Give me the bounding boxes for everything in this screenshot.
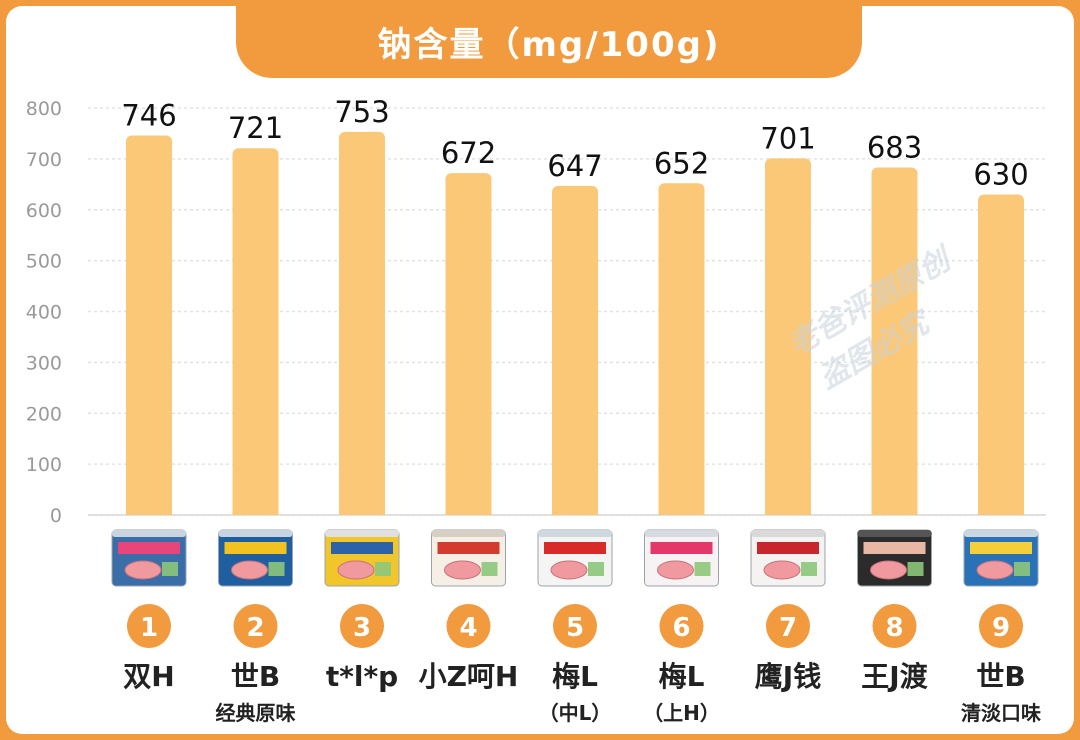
y-tick-label: 400 <box>26 302 62 324</box>
bar-base-7 <box>765 507 811 515</box>
title-banner: 钠含量（mg/100g) <box>236 6 862 78</box>
category-label-9: 世B <box>976 660 1025 693</box>
category-label-4: 小Z呵H <box>419 660 519 693</box>
bar-4 <box>445 173 492 515</box>
rank-number: 6 <box>672 613 690 643</box>
product-can-white-red-image <box>537 529 613 587</box>
rank-number: 4 <box>459 613 477 643</box>
rank-number: 8 <box>885 613 903 643</box>
value-label-4: 672 <box>441 136 496 170</box>
rank-number: 7 <box>779 613 797 643</box>
rank-badge-6: 6 <box>659 604 704 648</box>
rank-badge-4: 4 <box>446 604 491 648</box>
category-sublabel-2: 经典原味 <box>216 701 296 725</box>
y-tick-label: 500 <box>26 251 62 273</box>
bar-1 <box>126 135 172 515</box>
bar-8 <box>871 167 918 515</box>
value-label-3: 753 <box>334 95 389 129</box>
y-tick-label: 0 <box>50 505 62 527</box>
product-can-blue-yellow-image <box>218 529 293 587</box>
category-label-2: 世B <box>231 660 280 693</box>
category-label-6: 梅L <box>659 660 705 693</box>
chart-frame: 0 100 200 300 400 500 600 700 800 746 721 753 672 64… <box>6 6 1074 734</box>
rank-badge-8: 8 <box>872 604 917 648</box>
value-label-7: 701 <box>760 121 815 155</box>
rank-badge-7: 7 <box>766 604 810 648</box>
y-tick-label: 200 <box>26 403 62 425</box>
category-label-3: t*l*p <box>326 660 398 693</box>
category-sublabel-5: （中L） <box>539 701 612 725</box>
product-box-black-image <box>857 529 932 587</box>
category-label-1: 双H <box>123 660 174 693</box>
bar-7 <box>765 158 811 515</box>
rank-number: 3 <box>353 613 371 643</box>
rank-badge-5: 5 <box>553 604 597 648</box>
product-can-blue-yellow-light-image <box>963 529 1039 587</box>
category-sublabel-9: 清淡口味 <box>961 701 1041 725</box>
value-label-5: 647 <box>547 149 602 183</box>
rank-number: 1 <box>140 613 158 643</box>
bar-5 <box>552 185 598 515</box>
product-can-white-pink-image <box>644 529 719 587</box>
value-label-8: 683 <box>867 131 922 165</box>
bar-base-9 <box>978 507 1024 515</box>
value-label-9: 630 <box>973 157 1028 191</box>
y-tick-label: 600 <box>26 200 62 222</box>
bar-base-3 <box>339 507 385 515</box>
value-label-6: 652 <box>654 146 709 180</box>
bar-base-1 <box>126 507 172 515</box>
product-can-blue-pink-image <box>111 529 187 587</box>
rank-number: 2 <box>246 613 264 643</box>
rank-badge-1: 1 <box>127 604 171 648</box>
category-label-8: 王J渡 <box>861 660 928 693</box>
bar-base-6 <box>658 507 705 515</box>
bar-3 <box>339 131 385 515</box>
rank-number: 5 <box>566 613 584 643</box>
y-tick-label: 300 <box>26 352 62 374</box>
y-tick-label: 700 <box>26 149 62 171</box>
rank-badge-3: 3 <box>340 604 384 648</box>
rank-badge-2: 2 <box>233 604 278 648</box>
value-label-1: 746 <box>121 98 176 132</box>
rank-number: 9 <box>992 613 1010 643</box>
bar-9 <box>978 194 1024 516</box>
chart-title: 钠含量（mg/100g) <box>377 24 721 65</box>
product-can-white-round-image <box>431 529 506 587</box>
category-sublabel-6: （上H） <box>643 701 720 725</box>
y-tick-label: 800 <box>26 98 62 120</box>
value-label-2: 721 <box>228 111 283 145</box>
bar-base-4 <box>445 507 492 515</box>
product-can-white-red-flat-image <box>750 529 826 587</box>
product-can-yellow-image <box>324 529 400 587</box>
y-tick-label: 100 <box>26 454 62 476</box>
category-label-5: 梅L <box>552 660 598 693</box>
bar-base-5 <box>552 507 598 515</box>
bar-base-2 <box>232 507 279 515</box>
category-label-7: 鹰J钱 <box>755 660 821 693</box>
rank-badge-9: 9 <box>979 604 1023 648</box>
bar-base-8 <box>871 507 918 515</box>
bar-2 <box>232 148 279 515</box>
bar-6 <box>658 183 705 516</box>
